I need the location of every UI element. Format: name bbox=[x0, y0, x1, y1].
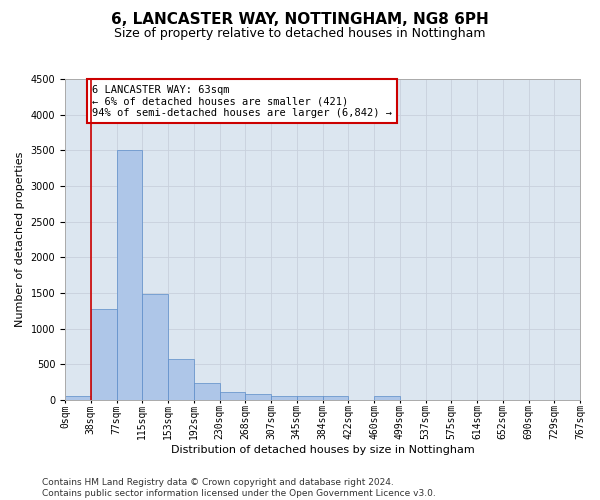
Bar bbox=[271, 396, 297, 400]
Bar bbox=[220, 392, 245, 400]
Y-axis label: Number of detached properties: Number of detached properties bbox=[15, 152, 25, 327]
Text: Size of property relative to detached houses in Nottingham: Size of property relative to detached ho… bbox=[114, 28, 486, 40]
Text: 6, LANCASTER WAY, NOTTINGHAM, NG8 6PH: 6, LANCASTER WAY, NOTTINGHAM, NG8 6PH bbox=[111, 12, 489, 28]
Bar bbox=[323, 396, 348, 400]
Bar bbox=[142, 294, 168, 400]
Text: 6 LANCASTER WAY: 63sqm
← 6% of detached houses are smaller (421)
94% of semi-det: 6 LANCASTER WAY: 63sqm ← 6% of detached … bbox=[92, 84, 392, 118]
Bar bbox=[245, 394, 271, 400]
Bar bbox=[116, 150, 142, 400]
Bar bbox=[91, 310, 116, 400]
X-axis label: Distribution of detached houses by size in Nottingham: Distribution of detached houses by size … bbox=[170, 445, 475, 455]
Bar bbox=[374, 396, 400, 400]
Bar bbox=[65, 396, 91, 400]
Bar bbox=[297, 396, 323, 400]
Text: Contains HM Land Registry data © Crown copyright and database right 2024.
Contai: Contains HM Land Registry data © Crown c… bbox=[42, 478, 436, 498]
Bar bbox=[168, 358, 194, 400]
Bar bbox=[194, 383, 220, 400]
